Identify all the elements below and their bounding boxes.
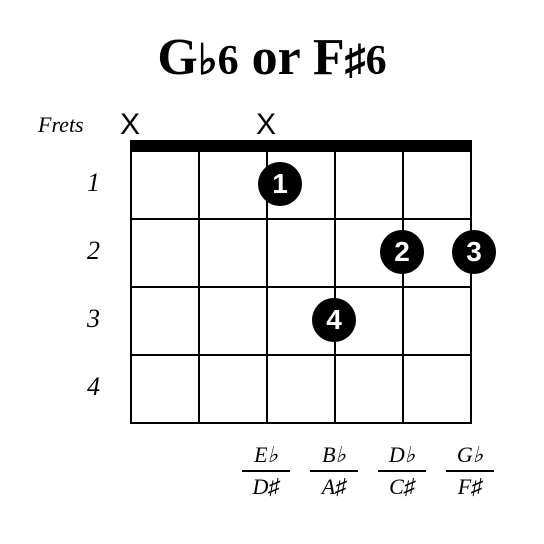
note-label-top: D♭ <box>372 442 432 468</box>
note-label-bottom: A♯ <box>304 474 364 500</box>
fret-line <box>130 150 472 152</box>
title-f: F <box>313 29 345 86</box>
frets-label: Frets <box>38 112 84 138</box>
note-label-bottom: C♯ <box>372 474 432 500</box>
chord-title: G♭6 or F♯6 <box>0 28 544 87</box>
title-flat1: ♭ <box>198 38 218 84</box>
note-divider <box>310 470 358 472</box>
note-label-top: G♭ <box>440 442 500 468</box>
string-line <box>130 150 132 422</box>
note-divider <box>242 470 290 472</box>
nut <box>130 140 472 150</box>
finger-dot: 4 <box>312 298 356 342</box>
note-label-top: E♭ <box>236 442 296 468</box>
finger-dot: 1 <box>258 162 302 206</box>
fret-line <box>130 218 472 220</box>
fret-number: 2 <box>70 236 100 266</box>
fret-line <box>130 354 472 356</box>
note-divider <box>446 470 494 472</box>
title-g: G <box>157 29 197 86</box>
string-line <box>334 150 336 422</box>
finger-dot: 2 <box>380 230 424 274</box>
note-label-top: B♭ <box>304 442 364 468</box>
muted-string-marker: X <box>251 108 281 142</box>
string-line <box>402 150 404 422</box>
muted-string-marker: X <box>115 108 145 142</box>
string-line <box>470 150 472 422</box>
fret-number: 1 <box>70 168 100 198</box>
finger-dot: 3 <box>452 230 496 274</box>
note-label-bottom: F♯ <box>440 474 500 500</box>
title-or: or <box>239 29 313 86</box>
title-six2: 6 <box>366 38 387 84</box>
fret-line <box>130 422 472 424</box>
note-label-bottom: D♯ <box>236 474 296 500</box>
title-sharp2: ♯ <box>345 38 366 84</box>
fret-number: 3 <box>70 304 100 334</box>
fret-line <box>130 286 472 288</box>
note-divider <box>378 470 426 472</box>
title-six1: 6 <box>218 38 239 84</box>
fret-number: 4 <box>70 372 100 402</box>
string-line <box>198 150 200 422</box>
